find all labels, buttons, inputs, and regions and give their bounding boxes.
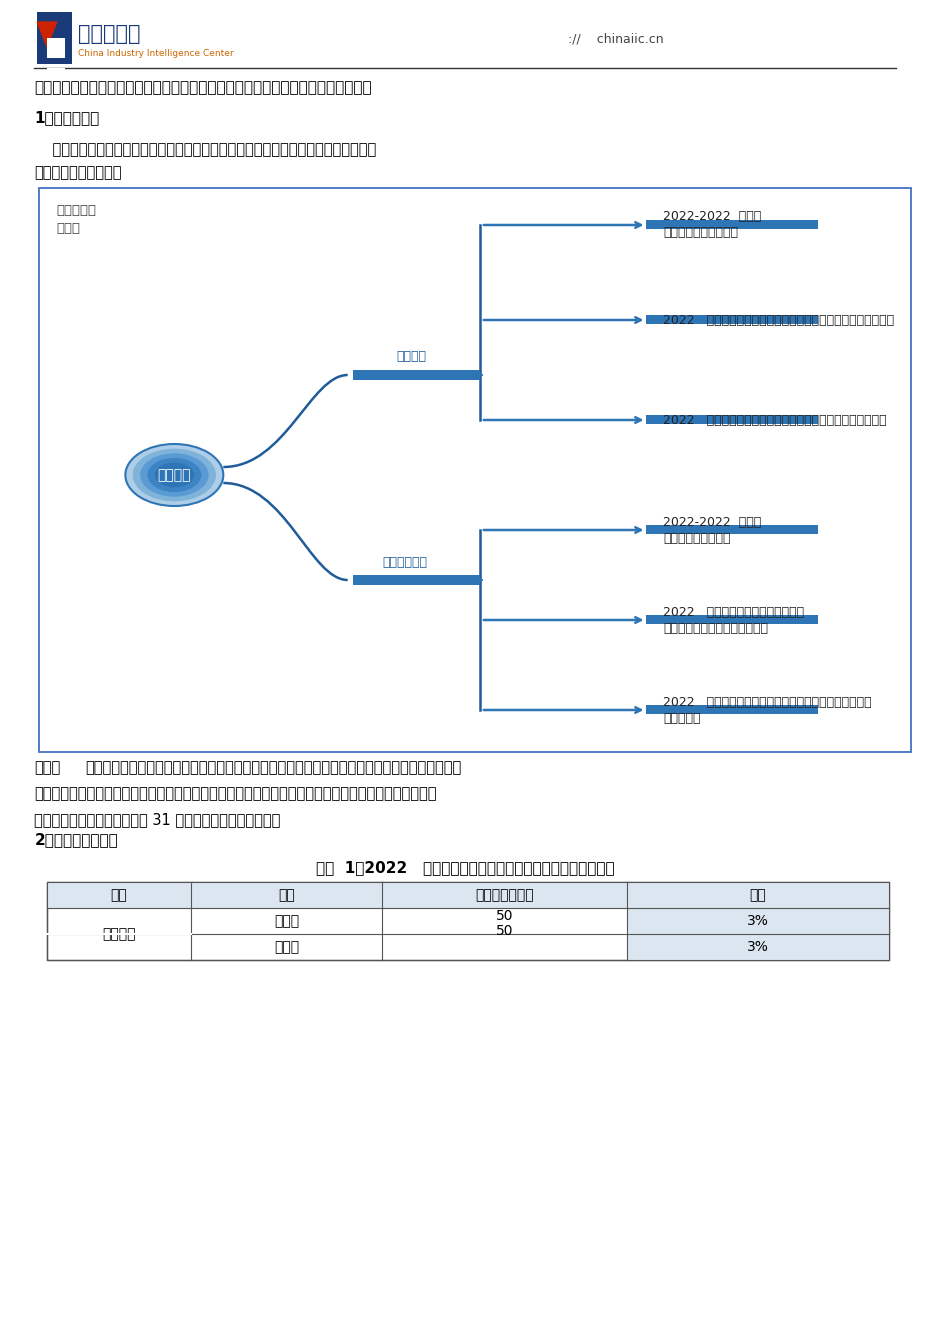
Text: 50: 50 (496, 925, 513, 938)
Text: 行业根本情: 行业根本情 (57, 203, 97, 216)
Text: 一、第一局部（非食用植物油加工行业根本状况数据分析）内容介绍及局部图表呈现: 一、第一局部（非食用植物油加工行业根本状况数据分析）内容介绍及局部图表呈现 (34, 81, 371, 95)
Text: 〔按内资、港澳台、外资划分〕: 〔按内资、港澳台、外资划分〕 (663, 621, 768, 634)
Text: 据华东、华南等七个地区以及 31 个省市自治区进展划分】。: 据华东、华南等七个地区以及 31 个省市自治区进展划分】。 (34, 813, 280, 828)
FancyBboxPatch shape (37, 12, 72, 65)
Bar (627, 934, 889, 960)
Text: 华北地区: 华北地区 (103, 927, 136, 941)
Text: China Industry Intelligence Center: China Industry Intelligence Center (78, 50, 234, 59)
Ellipse shape (125, 444, 223, 505)
Bar (627, 909, 889, 934)
FancyBboxPatch shape (47, 38, 65, 58)
Text: 2022-2022  年企业: 2022-2022 年企业 (663, 211, 761, 223)
Text: 澳台商合资企业、港澳台商独资等）、外商投资（中外合资企业、中外合作企业等）划分；细分区域是依: 澳台商合资企业、港澳台商独资等）、外商投资（中外合资企业、中外合作企业等）划分；… (34, 786, 437, 801)
Bar (47, 882, 889, 909)
Text: 省份: 省份 (278, 888, 294, 902)
Text: 况导图: 况导图 (57, 222, 81, 234)
Text: 北京市: 北京市 (274, 914, 299, 927)
Text: 分析。具体内容如下：: 分析。具体内容如下： (34, 165, 122, 180)
Text: 根本状况: 根本状况 (158, 468, 191, 482)
Bar (646, 616, 818, 624)
Text: 3%: 3% (747, 914, 769, 927)
Text: 说明：: 说明： (34, 761, 61, 775)
Ellipse shape (133, 449, 216, 501)
Text: 数量及增企业数量统计: 数量及增企业数量统计 (663, 227, 738, 239)
Text: 中华产业网: 中华产业网 (78, 24, 141, 44)
Bar (47, 882, 889, 960)
Text: 2022   年企业数量细分区域统计（按华东、华南等区域及省份: 2022 年企业数量细分区域统计（按华东、华南等区域及省份 (663, 414, 886, 426)
Text: 2022   年企业数量细分类型统计（按内资、港澳台、外资划分）: 2022 年企业数量细分类型统计（按内资、港澳台、外资划分） (663, 313, 894, 327)
Text: 2022   年从业人员数量细分类型统计: 2022 年从业人员数量细分类型统计 (663, 606, 805, 618)
Text: 区域: 区域 (110, 888, 127, 902)
Text: 3%: 3% (747, 939, 769, 954)
Bar (646, 526, 818, 534)
Text: 占比: 占比 (750, 888, 767, 902)
Text: ://    chinaiic.cn: :// chinaiic.cn (568, 32, 664, 46)
Text: 1、内容介绍：: 1、内容介绍： (34, 110, 100, 125)
Text: 2022-2022  年从业: 2022-2022 年从业 (663, 516, 761, 528)
Text: 人员数量及变化统计: 人员数量及变化统计 (663, 531, 731, 544)
FancyBboxPatch shape (47, 69, 65, 78)
Text: 【本局部及以后各局部文中提到的细分企业类型依据内资（国有、私营等）、港澳台商投资（与港: 【本局部及以后各局部文中提到的细分企业类型依据内资（国有、私营等）、港澳台商投资… (86, 761, 462, 775)
Text: 从业人员数量: 从业人员数量 (382, 555, 427, 569)
Polygon shape (37, 22, 57, 47)
Text: 该局部对非食用植物油加工行业内企业数量、从业人员数量整体及细分状况做了统计: 该局部对非食用植物油加工行业内企业数量、从业人员数量整体及细分状况做了统计 (34, 142, 376, 157)
Bar (39, 188, 911, 753)
Text: 企业数量: 企业数量 (397, 351, 427, 363)
Text: 天津市: 天津市 (274, 939, 299, 954)
Ellipse shape (155, 462, 194, 488)
Text: 省份划分）: 省份划分） (663, 711, 700, 724)
Ellipse shape (140, 453, 209, 497)
Bar (352, 575, 480, 585)
Ellipse shape (147, 458, 201, 492)
Bar (352, 370, 480, 380)
Bar (646, 314, 818, 324)
Text: 50: 50 (496, 909, 513, 923)
Bar (646, 706, 818, 714)
Bar (646, 415, 818, 423)
Bar (646, 220, 818, 228)
Text: 企业数量（家）: 企业数量（家） (475, 888, 534, 902)
Text: 2022   年企业数量细分区域统计（按华东、华南等区域及: 2022 年企业数量细分区域统计（按华东、华南等区域及 (663, 695, 872, 708)
Text: 图表  1：2022   年底非食用植物油加工行业各区域企业数量统计: 图表 1：2022 年底非食用植物油加工行业各区域企业数量统计 (316, 860, 615, 875)
Text: 2、局部图表呈现：: 2、局部图表呈现： (34, 832, 118, 848)
